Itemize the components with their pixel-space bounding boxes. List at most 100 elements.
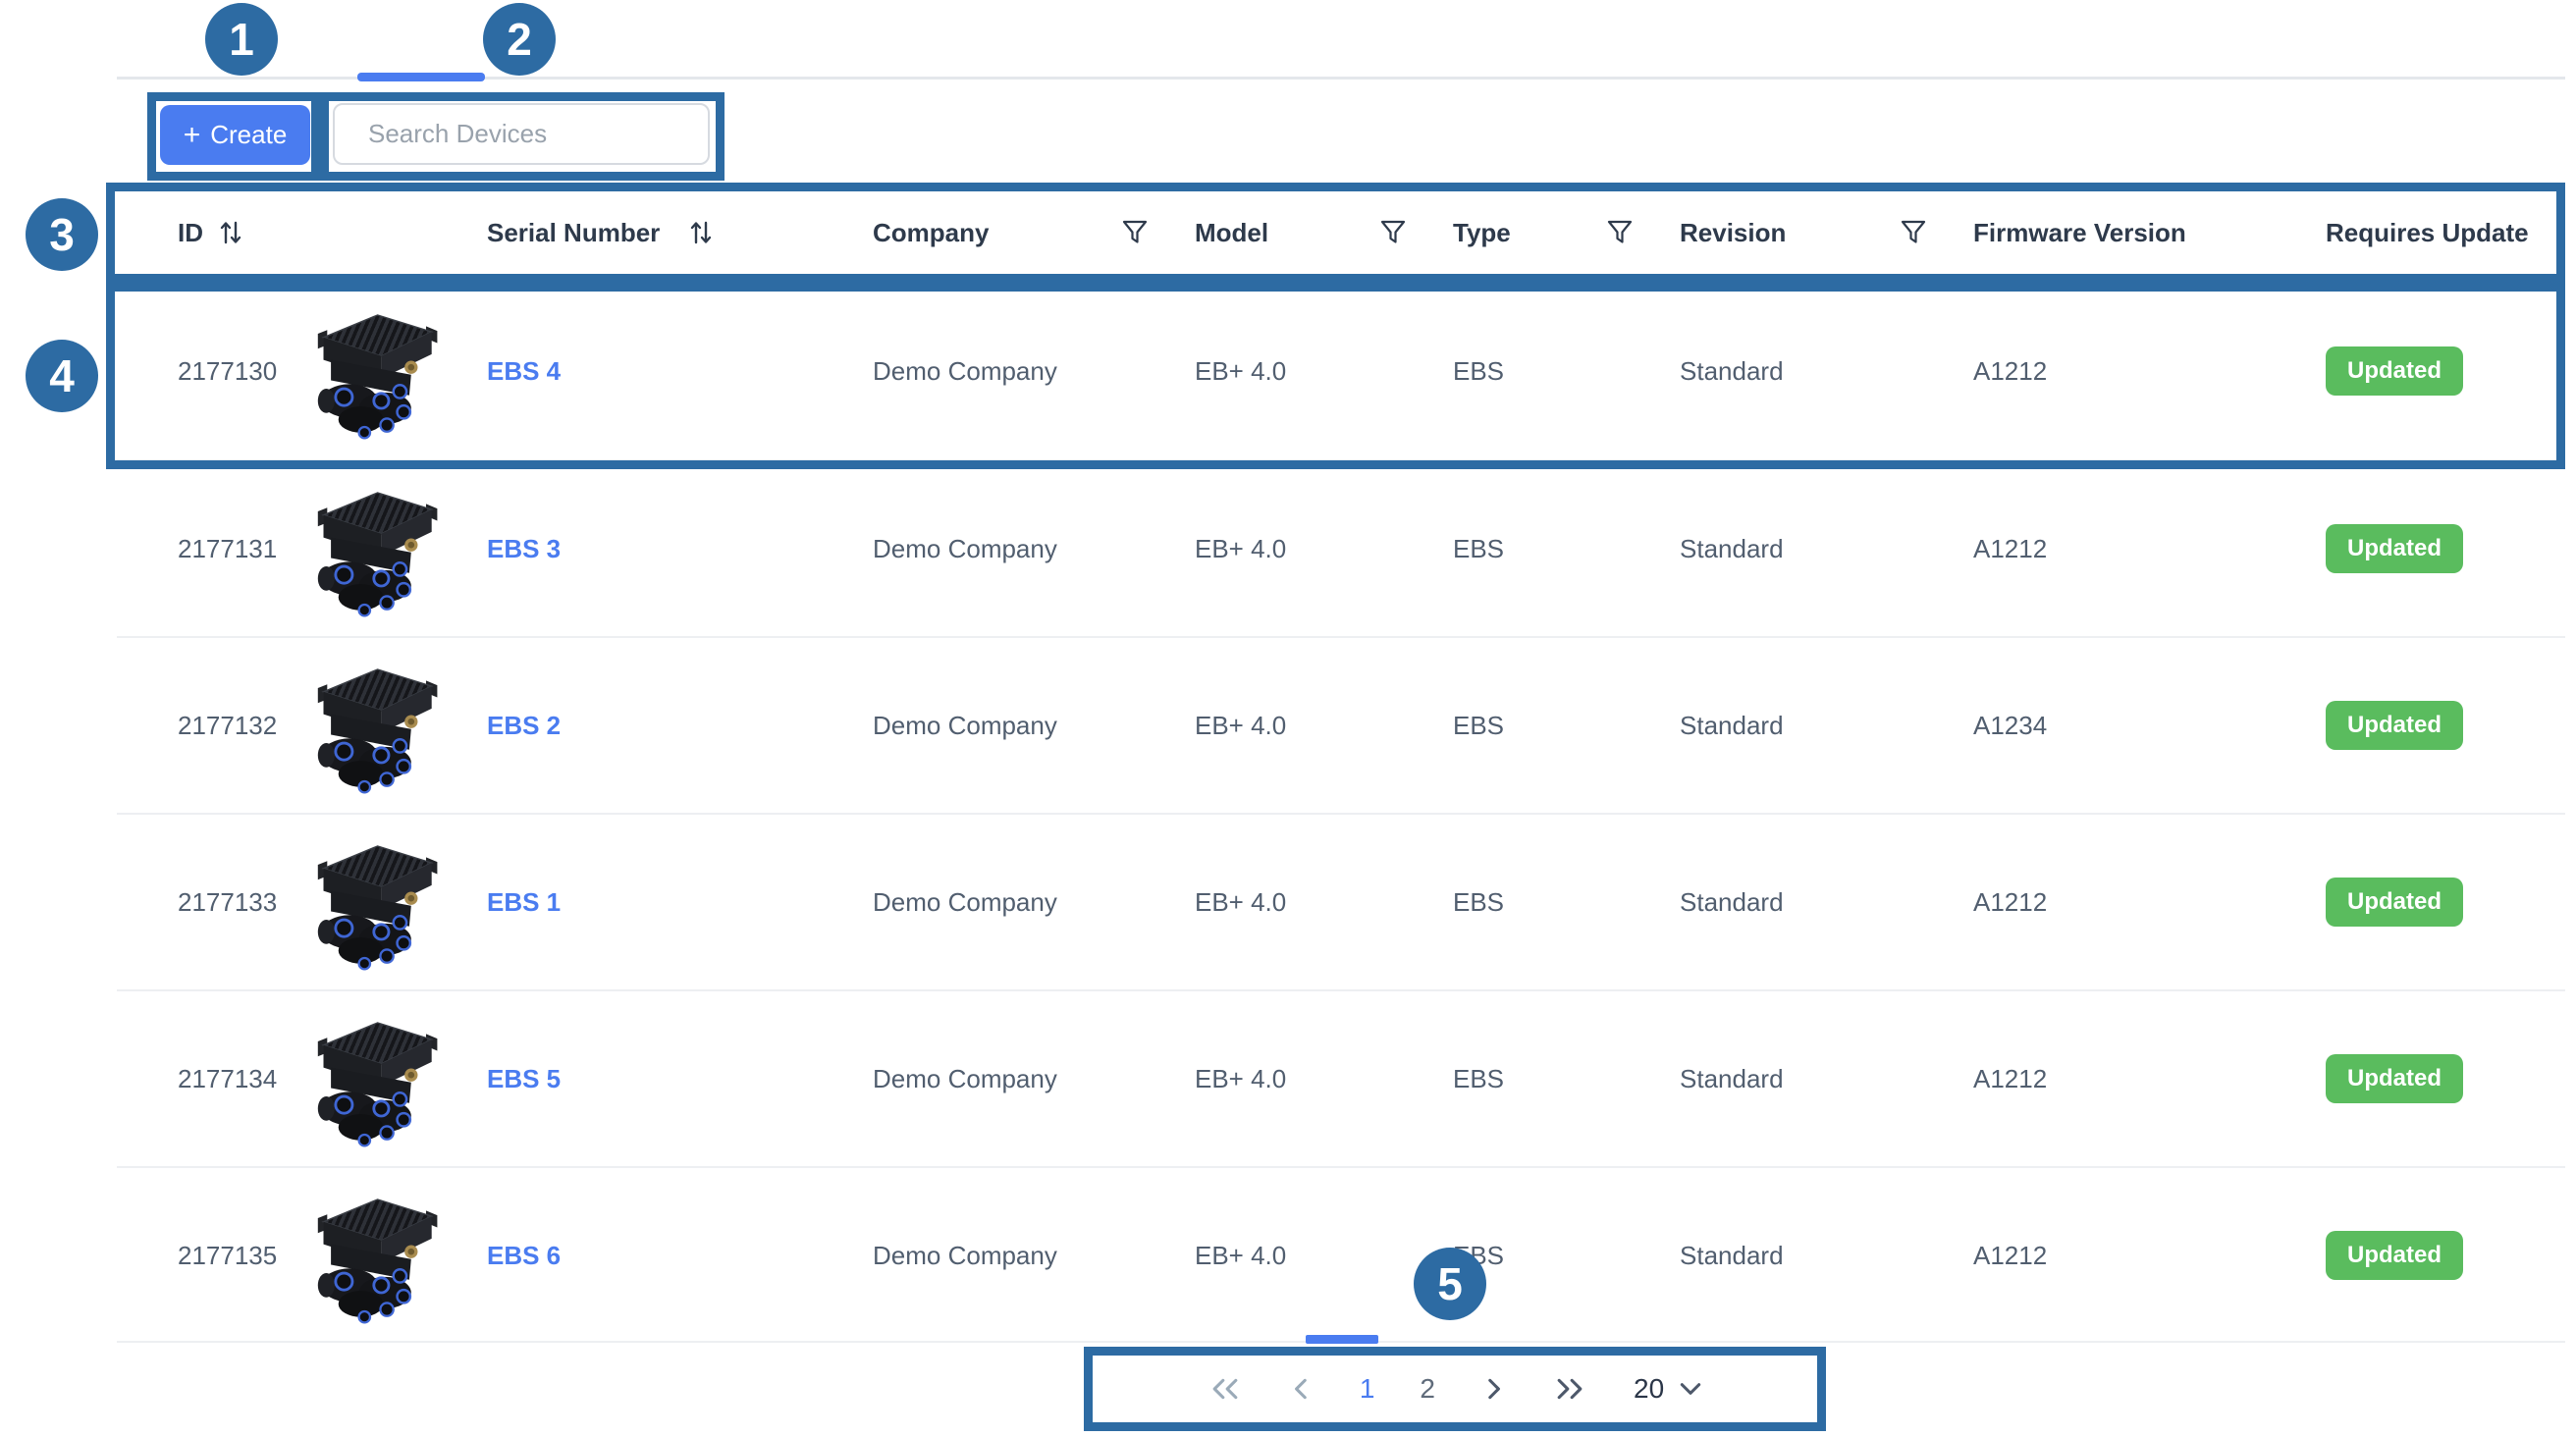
table-row: 2177130 EBS 4 Demo Company EB+ 4.0 EBS S… [117, 283, 2565, 459]
column-header-company[interactable]: Company [873, 218, 1195, 248]
chevrons-right-icon [1551, 1376, 1588, 1402]
chevrons-left-icon [1207, 1376, 1244, 1402]
serial-number-link[interactable]: EBS 3 [487, 533, 562, 563]
sort-icon[interactable] [687, 218, 715, 247]
status-badge: Updated [2326, 524, 2463, 573]
device-thumbnail [295, 651, 487, 800]
status-badge: Updated [2326, 1054, 2463, 1103]
type-cell: EBS [1453, 1063, 1505, 1093]
revision-cell: Standard [1680, 533, 1784, 563]
page-button-2[interactable]: 2 [1420, 1373, 1435, 1404]
table-row: 2177133 EBS 1 Demo Company EB+ 4.0 EBS S… [117, 813, 2565, 989]
annotation-callout-4: 4 [26, 340, 98, 412]
column-header-revision[interactable]: Revision [1680, 218, 1973, 248]
device-id: 2177132 [178, 710, 278, 740]
ebs-module-image [295, 296, 445, 446]
device-thumbnail [295, 827, 487, 977]
filter-icon[interactable] [1120, 218, 1150, 247]
type-cell: EBS [1453, 886, 1505, 917]
serial-number-link[interactable]: EBS 2 [487, 710, 562, 740]
active-tab-indicator[interactable] [357, 73, 485, 81]
plus-icon: + [183, 118, 201, 151]
search-devices-box[interactable] [333, 103, 710, 165]
device-thumbnail [295, 474, 487, 623]
company-cell: Demo Company [873, 533, 1057, 563]
model-cell: EB+ 4.0 [1195, 1063, 1287, 1093]
device-id: 2177134 [178, 1063, 278, 1093]
status-badge: Updated [2326, 1231, 2463, 1280]
firmware-version-cell: A1212 [1973, 886, 2048, 917]
annotation-callout-1: 1 [205, 3, 278, 76]
chevron-right-icon [1480, 1376, 1506, 1402]
filter-icon[interactable] [1378, 218, 1408, 247]
column-header-id[interactable]: ID [117, 218, 295, 248]
ebs-module-image [295, 1181, 445, 1330]
page-size-select[interactable]: 20 [1634, 1373, 1703, 1405]
device-id: 2177131 [178, 533, 278, 563]
type-cell: EBS [1453, 355, 1505, 386]
serial-number-link[interactable]: EBS 4 [487, 355, 562, 386]
next-page-button[interactable] [1480, 1376, 1506, 1402]
firmware-version-cell: A1234 [1973, 710, 2048, 740]
model-cell: EB+ 4.0 [1195, 1240, 1287, 1270]
page-size-value: 20 [1634, 1373, 1665, 1404]
firmware-version-cell: A1212 [1973, 1063, 2048, 1093]
table-row: 2177134 EBS 5 Demo Company EB+ 4.0 EBS S… [117, 989, 2565, 1166]
annotation-callout-3: 3 [26, 198, 98, 271]
chevron-left-icon [1289, 1376, 1315, 1402]
company-cell: Demo Company [873, 1240, 1057, 1270]
company-cell: Demo Company [873, 710, 1057, 740]
model-cell: EB+ 4.0 [1195, 533, 1287, 563]
pagination-bar: 1 2 20 [1084, 1347, 1826, 1431]
last-page-button[interactable] [1551, 1376, 1588, 1402]
column-header-model[interactable]: Model [1195, 218, 1453, 248]
firmware-version-cell: A1212 [1973, 355, 2048, 386]
create-button[interactable]: + Create [160, 105, 310, 165]
device-id: 2177133 [178, 886, 278, 917]
type-cell: EBS [1453, 1240, 1505, 1270]
column-header-type[interactable]: Type [1453, 218, 1680, 248]
ebs-module-image [295, 827, 445, 977]
company-cell: Demo Company [873, 886, 1057, 917]
column-header-firmware-version: Firmware Version [1973, 217, 2186, 247]
table-row: 2177135 EBS 6 Demo Company EB+ 4.0 EBS S… [117, 1166, 2565, 1343]
device-thumbnail [295, 1181, 487, 1330]
serial-number-link[interactable]: EBS 5 [487, 1063, 562, 1093]
column-header-requires-update: Requires Update [2326, 217, 2529, 247]
model-cell: EB+ 4.0 [1195, 886, 1287, 917]
status-badge: Updated [2326, 701, 2463, 750]
revision-cell: Standard [1680, 710, 1784, 740]
previous-page-button[interactable] [1289, 1376, 1315, 1402]
status-badge: Updated [2326, 346, 2463, 396]
serial-number-link[interactable]: EBS 1 [487, 886, 562, 917]
device-id: 2177130 [178, 355, 278, 386]
devices-table: ID Serial Number Company Model Type Re [117, 183, 2565, 1343]
revision-cell: Standard [1680, 355, 1784, 386]
device-thumbnail [295, 1004, 487, 1153]
sort-icon[interactable] [217, 218, 244, 247]
create-button-label: Create [210, 120, 288, 149]
ebs-module-image [295, 1004, 445, 1153]
ebs-module-image [295, 651, 445, 800]
type-cell: EBS [1453, 710, 1505, 740]
filter-icon[interactable] [1605, 218, 1635, 247]
company-cell: Demo Company [873, 1063, 1057, 1093]
serial-number-link[interactable]: EBS 6 [487, 1240, 562, 1270]
first-page-button[interactable] [1207, 1376, 1244, 1402]
model-cell: EB+ 4.0 [1195, 710, 1287, 740]
chevron-down-icon [1678, 1376, 1703, 1402]
filter-icon[interactable] [1899, 218, 1928, 247]
device-id: 2177135 [178, 1240, 278, 1270]
device-thumbnail [295, 296, 487, 446]
page-button-1[interactable]: 1 [1359, 1373, 1375, 1404]
type-cell: EBS [1453, 533, 1505, 563]
column-header-serial-number[interactable]: Serial Number [487, 218, 873, 248]
firmware-version-cell: A1212 [1973, 533, 2048, 563]
search-input[interactable] [368, 119, 697, 149]
company-cell: Demo Company [873, 355, 1057, 386]
status-badge: Updated [2326, 878, 2463, 927]
active-page-indicator [1306, 1335, 1378, 1344]
tab-bar-divider [117, 77, 2565, 80]
annotation-callout-2: 2 [483, 3, 556, 76]
